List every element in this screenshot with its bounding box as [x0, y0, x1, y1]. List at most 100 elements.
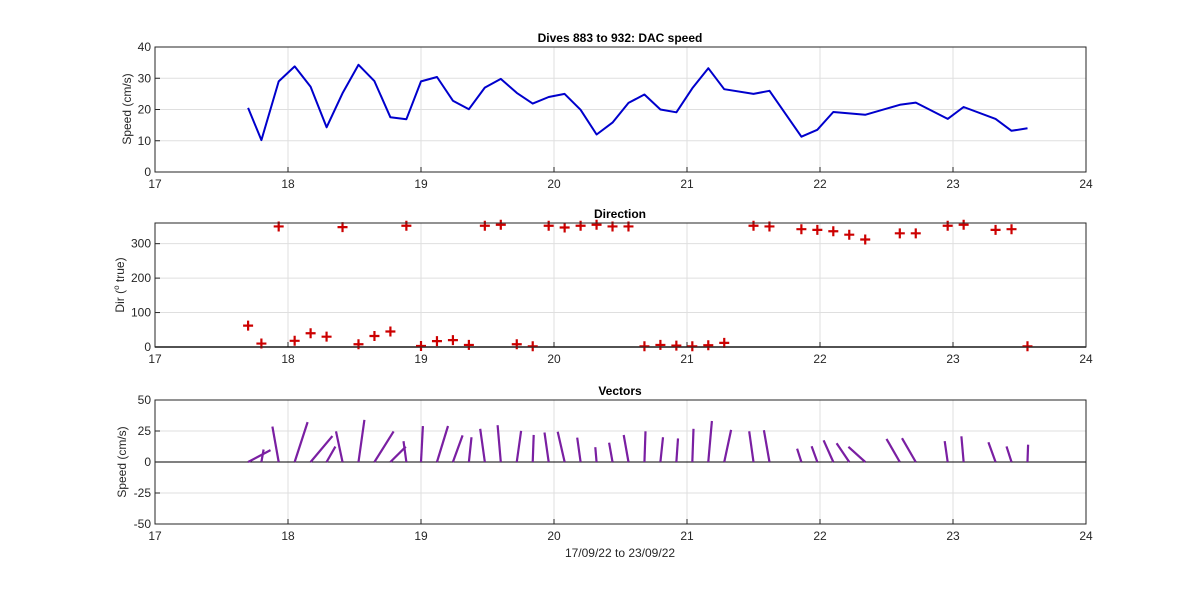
direction-marker	[305, 328, 316, 339]
vector-stick	[810, 445, 819, 463]
vector-stick	[260, 449, 265, 463]
direction-xtick-label: 23	[946, 352, 960, 366]
vectors-panel-ylabel: Speed (cm/s)	[115, 426, 129, 497]
vector-stick	[847, 445, 866, 463]
vector-stick	[901, 437, 917, 463]
vector-stick	[822, 439, 835, 463]
direction-marker	[860, 234, 871, 245]
speed-xtick-label: 22	[813, 177, 827, 191]
vector-stick	[748, 431, 755, 463]
vector-stick	[622, 434, 630, 463]
direction-ytick-label: 0	[144, 340, 151, 354]
direction-marker	[431, 336, 442, 347]
direction-marker	[990, 224, 1001, 235]
direction-marker	[591, 219, 602, 230]
vectors-xtick-label: 19	[414, 529, 428, 543]
vectors-ytick-label: 0	[144, 455, 151, 469]
direction-marker	[321, 331, 332, 342]
vector-stick	[496, 425, 502, 463]
vector-stick	[960, 436, 965, 463]
direction-marker	[748, 220, 759, 231]
speed-xtick-label: 21	[680, 177, 694, 191]
direction-panel-ylabel: Dir (o true)	[112, 257, 127, 312]
vectors-xtick-label: 18	[281, 529, 295, 543]
vectors-xtick-label: 17	[148, 529, 162, 543]
direction-marker	[353, 339, 364, 350]
speed-ytick-label: 10	[138, 134, 152, 148]
direction-marker	[894, 228, 905, 239]
vector-stick	[608, 442, 614, 463]
vectors-panel-xlabel: 17/09/22 to 23/09/22	[565, 546, 675, 560]
direction-marker	[1022, 341, 1033, 352]
direction-marker	[385, 326, 396, 337]
vectors-axes-box	[154, 399, 1087, 525]
speed-xtick-label: 20	[547, 177, 561, 191]
speed-xtick-label: 19	[414, 177, 428, 191]
direction-marker	[289, 335, 300, 346]
direction-marker	[844, 229, 855, 240]
direction-xtick-label: 19	[414, 352, 428, 366]
vector-stick	[796, 448, 803, 463]
speed-xtick-label: 18	[281, 177, 295, 191]
direction-marker	[812, 224, 823, 235]
direction-panel-title: Direction	[594, 207, 646, 221]
vector-stick	[707, 420, 713, 463]
vector-stick	[271, 426, 280, 463]
direction-ytick-label: 300	[131, 237, 151, 251]
speed-ytick-label: 20	[138, 103, 152, 117]
direction-marker	[575, 220, 586, 231]
direction-ytick-label: 100	[131, 306, 151, 320]
vector-stick	[556, 431, 566, 463]
vector-stick	[885, 438, 901, 463]
vector-stick	[357, 419, 366, 463]
speed-axes-box	[154, 46, 1087, 173]
vectors-ytick-label: 25	[138, 424, 152, 438]
vectors-xtick-label: 21	[680, 529, 694, 543]
speed-xtick-label: 24	[1079, 177, 1093, 191]
direction-marker	[511, 339, 522, 350]
vector-stick	[531, 434, 535, 463]
direction-marker	[671, 340, 682, 351]
vector-stick	[479, 428, 486, 463]
vector-stick	[247, 449, 272, 463]
direction-xtick-label: 20	[547, 352, 561, 366]
vectors-xtick-label: 24	[1079, 529, 1093, 543]
direction-axes-box	[154, 222, 1087, 348]
vector-stick	[723, 429, 733, 463]
direction-ylabel-prefix: Dir (	[113, 290, 127, 313]
direction-marker	[942, 220, 953, 231]
direction-ytick-label: 200	[131, 271, 151, 285]
vector-stick	[325, 446, 337, 463]
vector-stick	[691, 428, 695, 463]
vector-stick	[402, 441, 408, 463]
direction-marker	[1006, 224, 1017, 235]
direction-plot-area	[155, 223, 1086, 347]
vector-stick	[293, 421, 309, 463]
direction-ylabel-degree: o	[112, 285, 121, 290]
vectors-ytick-label: -50	[134, 517, 152, 531]
direction-marker	[369, 330, 380, 341]
vector-stick	[1005, 446, 1013, 463]
direction-marker	[337, 222, 348, 233]
direction-marker	[479, 220, 490, 231]
vector-stick	[543, 432, 550, 463]
vector-stick	[451, 435, 464, 463]
vector-stick	[515, 430, 523, 463]
vector-stick	[467, 437, 473, 463]
speed-xtick-label: 17	[148, 177, 162, 191]
vector-stick	[334, 431, 344, 463]
direction-marker	[447, 335, 458, 346]
vector-stick	[987, 441, 997, 463]
direction-marker	[703, 340, 714, 351]
speed-ytick-label: 0	[144, 165, 151, 179]
direction-marker	[527, 341, 538, 352]
direction-xtick-label: 17	[148, 352, 162, 366]
vectors-panel-title: Vectors	[598, 384, 642, 398]
direction-marker	[243, 320, 254, 331]
vector-stick	[943, 440, 949, 463]
vector-stick	[675, 438, 680, 463]
direction-xtick-label: 21	[680, 352, 694, 366]
vector-stick	[435, 425, 450, 463]
direction-marker	[910, 228, 921, 239]
vector-stick	[643, 431, 647, 463]
